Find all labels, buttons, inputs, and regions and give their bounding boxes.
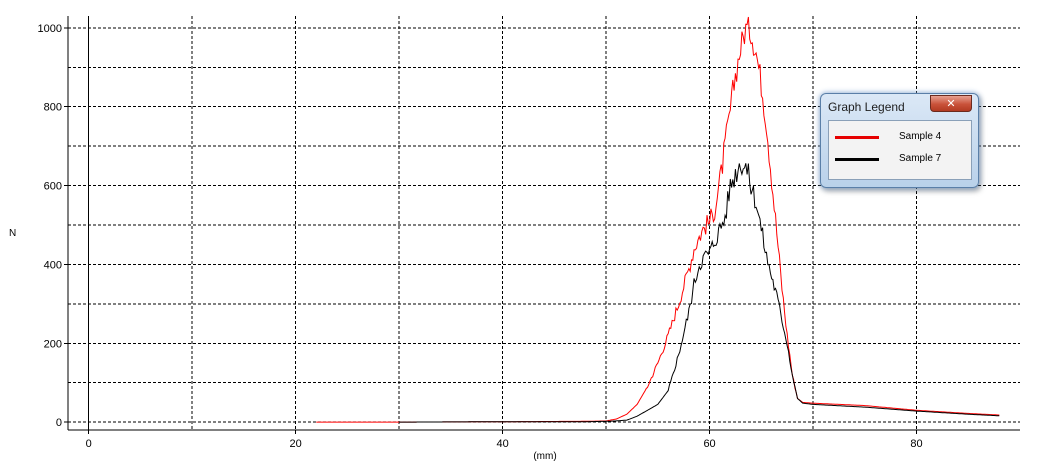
y-tick-label: 600 [44,181,62,193]
x-tick-label: 80 [910,438,922,450]
legend-label: Sample 4 [899,131,942,142]
x-tick-label: 20 [290,438,302,450]
x-tick-label: 60 [703,438,715,450]
series-line-sample-4 [316,16,1000,423]
x-axis-title: (mm) [533,451,556,462]
legend-body: Sample 4 Sample 7 [828,120,972,180]
legend-swatch-red [835,136,879,139]
axes [64,16,1020,434]
legend-label: Sample 7 [899,153,942,164]
series-line-sample-7 [399,163,1000,423]
y-tick-label: 400 [44,259,62,271]
y-tick-label: 1000 [38,23,62,35]
legend-window[interactable]: Graph Legend ✕ Sample 4 Sample 7 [820,93,979,188]
legend-close-button[interactable]: ✕ [930,95,972,112]
y-tick-label: 0 [56,417,62,429]
grid [68,16,1020,430]
legend-swatch-black [835,158,879,161]
y-tick-label: 800 [44,102,62,114]
legend-entry-sample-4: Sample 4 [833,131,963,145]
y-tick-label: 200 [44,338,62,350]
y-axis-title: N [9,228,16,239]
x-tick-label: 0 [86,438,92,450]
tick-labels: 0 200 400 600 800 1000 0 20 40 60 80 [38,23,923,450]
legend-title: Graph Legend [828,100,905,114]
series-group [316,16,1000,423]
legend-entry-sample-7: Sample 7 [833,153,963,167]
x-tick-label: 40 [496,438,508,450]
